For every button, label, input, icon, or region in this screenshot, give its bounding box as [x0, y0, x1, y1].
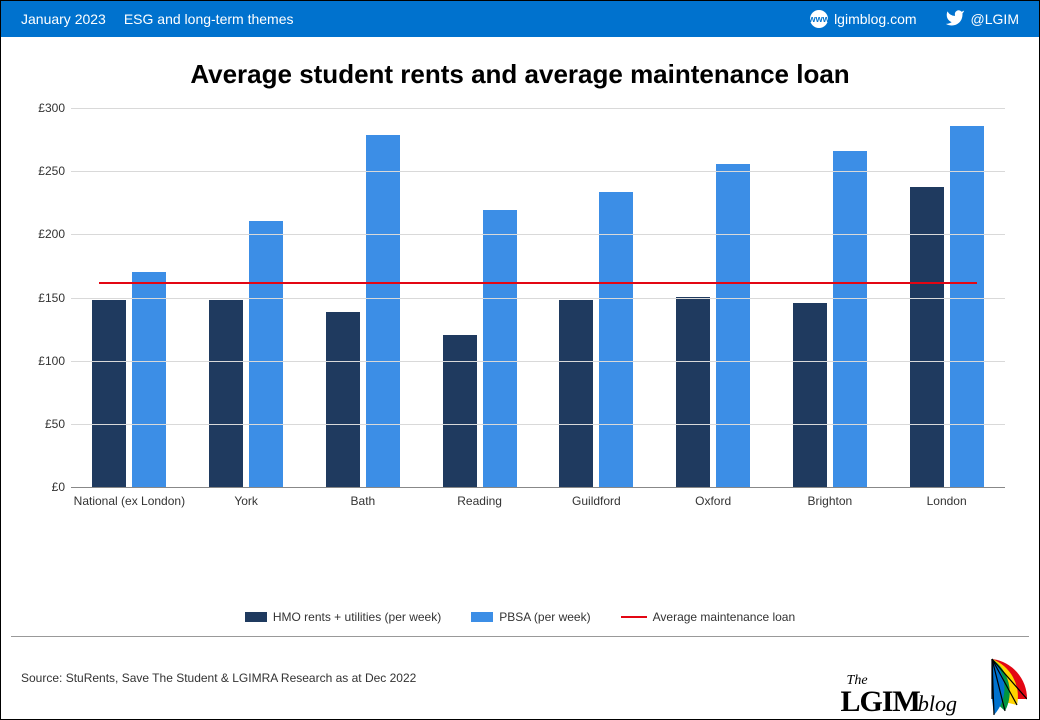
y-axis-tick-label: £0	[52, 480, 71, 494]
bar	[132, 272, 166, 487]
legend-swatch-hmo	[245, 612, 267, 622]
y-axis-tick-label: £250	[38, 164, 71, 178]
plot-area: £0£50£100£150£200£250£300	[71, 108, 1005, 488]
x-axis-label: Reading	[421, 494, 538, 508]
footer: Source: StuRents, Save The Student & LGI…	[1, 637, 1039, 719]
blog-link-text: lgimblog.com	[834, 11, 916, 27]
legend-item-pbsa: PBSA (per week)	[471, 610, 590, 624]
x-axis-label: Bath	[305, 494, 422, 508]
header-date: January 2023	[21, 11, 106, 27]
header-right: www lgimblog.com @LGIM	[810, 8, 1019, 31]
umbrella-icon	[957, 653, 1027, 715]
bar	[249, 221, 283, 487]
legend-label-hmo: HMO rents + utilities (per week)	[273, 610, 441, 624]
twitter-link[interactable]: @LGIM	[945, 8, 1019, 31]
y-axis-tick-label: £300	[38, 101, 71, 115]
x-axis-labels: National (ex London)YorkBathReadingGuild…	[71, 494, 1005, 508]
bar	[92, 300, 126, 487]
x-axis-label: York	[188, 494, 305, 508]
chart-panel: Average student rents and average mainte…	[11, 37, 1029, 637]
source-text: Source: StuRents, Save The Student & LGI…	[21, 671, 416, 685]
grid-line	[71, 234, 1005, 235]
y-axis-tick-label: £150	[38, 291, 71, 305]
bar	[833, 151, 867, 487]
bar	[209, 300, 243, 487]
bar	[443, 335, 477, 487]
footer-logo: The LGIMblog	[841, 653, 1027, 715]
bar	[599, 192, 633, 487]
legend-item-refline: Average maintenance loan	[621, 610, 796, 624]
bar	[366, 135, 400, 487]
legend-swatch-refline	[621, 616, 647, 618]
grid-line	[71, 298, 1005, 299]
twitter-handle: @LGIM	[971, 11, 1019, 27]
x-axis-label: Brighton	[772, 494, 889, 508]
bar	[326, 312, 360, 487]
legend-label-refline: Average maintenance loan	[653, 610, 796, 624]
bar	[793, 303, 827, 487]
legend-label-pbsa: PBSA (per week)	[499, 610, 590, 624]
y-axis-tick-label: £100	[38, 354, 71, 368]
blog-link[interactable]: www lgimblog.com	[810, 10, 916, 28]
x-axis-label: Guildford	[538, 494, 655, 508]
logo-sub: blog	[918, 691, 957, 716]
top-header: January 2023 ESG and long-term themes ww…	[1, 1, 1039, 37]
chart-frame: £0£50£100£150£200£250£300 National (ex L…	[71, 108, 1005, 538]
reference-line	[99, 282, 977, 284]
header-section: ESG and long-term themes	[124, 11, 294, 27]
bar	[559, 300, 593, 487]
chart-title: Average student rents and average mainte…	[25, 59, 1015, 90]
grid-line	[71, 171, 1005, 172]
legend: HMO rents + utilities (per week) PBSA (p…	[11, 610, 1029, 624]
grid-line	[71, 108, 1005, 109]
y-axis-tick-label: £200	[38, 227, 71, 241]
bar	[676, 297, 710, 487]
x-axis-label: Oxford	[655, 494, 772, 508]
grid-line	[71, 424, 1005, 425]
grid-line	[71, 361, 1005, 362]
globe-icon: www	[810, 10, 828, 28]
legend-item-hmo: HMO rents + utilities (per week)	[245, 610, 441, 624]
logo-text: The LGIMblog	[841, 675, 957, 715]
twitter-icon	[945, 8, 965, 31]
bar	[950, 126, 984, 487]
bar	[483, 210, 517, 487]
header-left: January 2023 ESG and long-term themes	[21, 11, 293, 27]
x-axis-label: London	[888, 494, 1005, 508]
logo-main: LGIM	[841, 685, 920, 718]
bar	[910, 187, 944, 487]
x-axis-label: National (ex London)	[71, 494, 188, 508]
y-axis-tick-label: £50	[45, 417, 71, 431]
legend-swatch-pbsa	[471, 612, 493, 622]
bar	[716, 164, 750, 487]
